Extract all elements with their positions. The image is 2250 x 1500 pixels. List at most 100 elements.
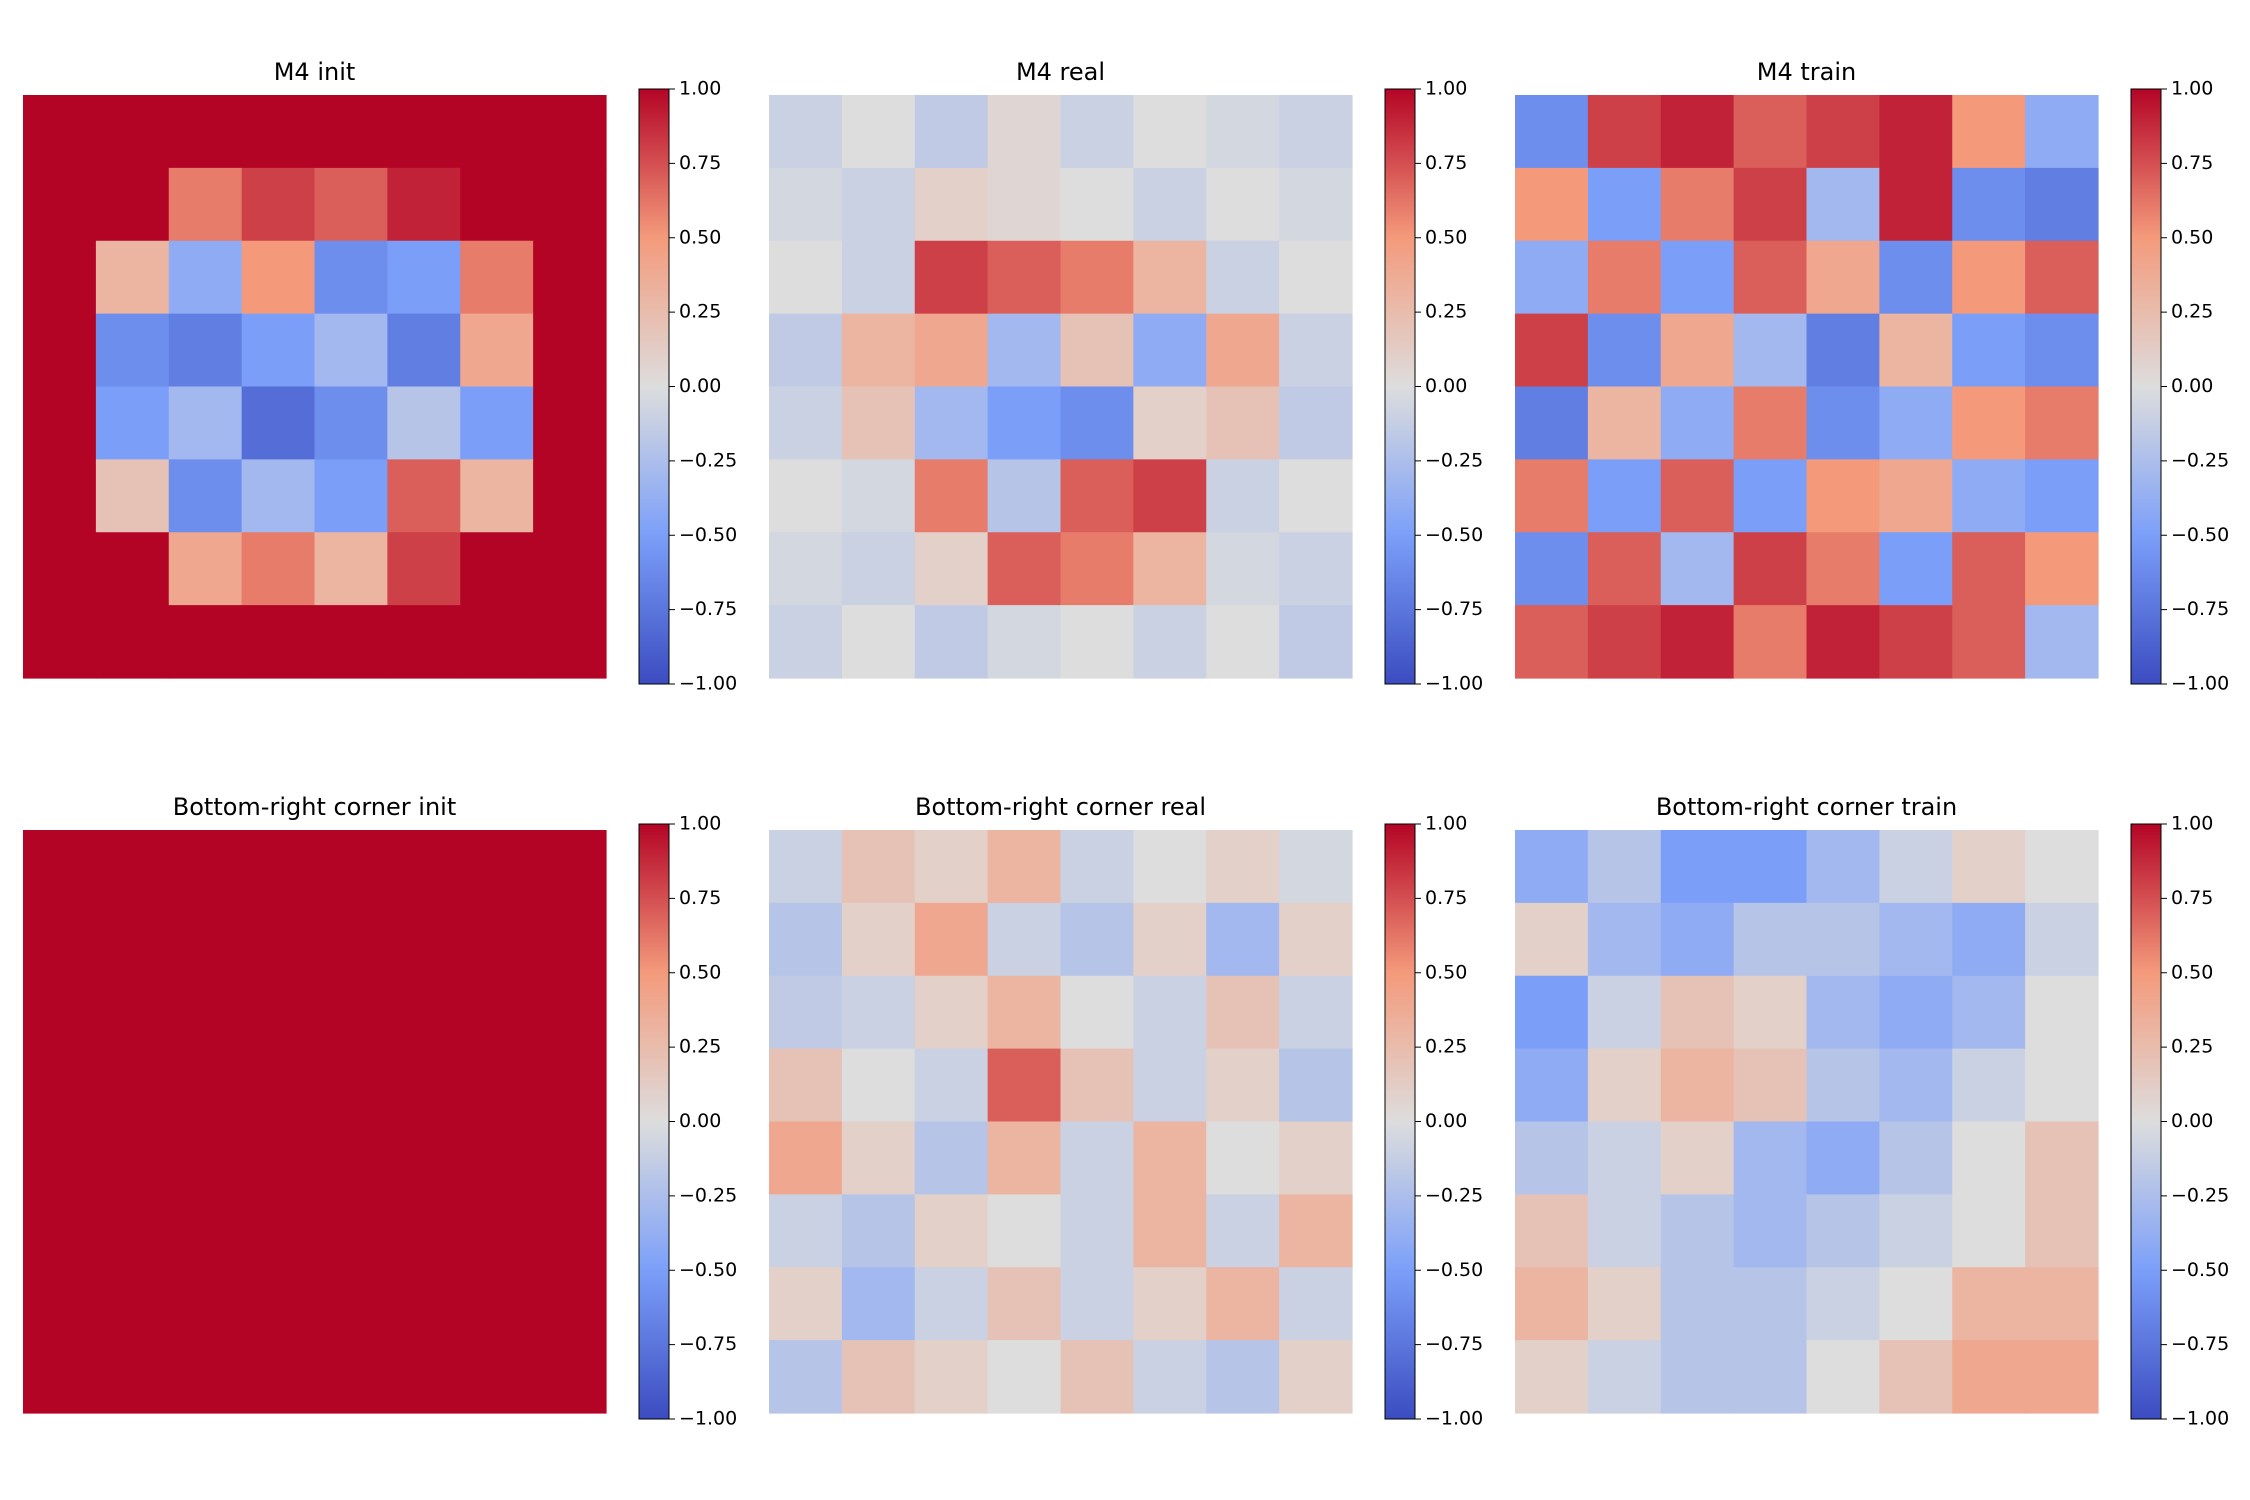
heatmap-cell bbox=[1060, 386, 1134, 460]
colorbar-tick-label: 0.50 bbox=[679, 961, 721, 983]
colorbar-tick-label: 0.00 bbox=[679, 375, 721, 397]
heatmap-cell bbox=[460, 605, 534, 679]
heatmap-cell bbox=[1660, 975, 1735, 1050]
heatmap-cell bbox=[1952, 830, 2026, 904]
colorbar-tick-label: 0.25 bbox=[2171, 1036, 2213, 1058]
heatmap-cell bbox=[241, 167, 316, 242]
heatmap-cell bbox=[914, 240, 989, 315]
colorbar-tick-label: 0.00 bbox=[2171, 375, 2213, 397]
heatmap-cell bbox=[2025, 95, 2099, 169]
heatmap-cell bbox=[987, 1121, 1062, 1195]
heatmap-cell bbox=[23, 830, 607, 1414]
colorbar-tick-label: −0.75 bbox=[2171, 1333, 2229, 1355]
heatmap-cell bbox=[314, 95, 388, 169]
heatmap-cell bbox=[1806, 1121, 1880, 1195]
heatmap-cell bbox=[1587, 830, 1662, 904]
heatmap-cell bbox=[1806, 975, 1880, 1050]
heatmap-cell bbox=[1587, 240, 1662, 315]
colorbar-tick-label: 0.00 bbox=[679, 1110, 721, 1132]
heatmap-cell bbox=[1587, 386, 1662, 460]
heatmap-cell bbox=[914, 459, 989, 533]
heatmap-cell bbox=[1060, 95, 1134, 169]
heatmap-cell bbox=[1952, 605, 2026, 679]
colorbar-tick-label: −0.25 bbox=[1425, 1184, 1483, 1206]
heatmap-cell bbox=[168, 240, 243, 315]
heatmap-cell bbox=[841, 830, 916, 904]
colorbar-tick-label: 1.00 bbox=[2171, 813, 2213, 835]
heatmap-cell bbox=[1206, 1194, 1280, 1268]
colorbar-tick-label: −0.75 bbox=[1425, 598, 1483, 620]
heatmap-cell bbox=[1660, 95, 1735, 169]
heatmap-cell bbox=[769, 1048, 843, 1123]
heatmap-cell bbox=[168, 313, 243, 388]
heatmap-cell bbox=[1206, 459, 1280, 533]
colorbar-tick-label: 0.00 bbox=[1425, 1110, 1467, 1132]
heatmap-cell bbox=[1133, 459, 1207, 533]
heatmap-cell bbox=[1733, 830, 1808, 904]
heatmap-cell bbox=[1515, 1048, 1589, 1123]
heatmap-cell bbox=[1515, 1121, 1589, 1195]
heatmap-cell bbox=[769, 1121, 843, 1195]
heatmap-cell bbox=[1279, 1121, 1353, 1195]
heatmap-cell bbox=[841, 532, 916, 606]
heatmap-cell bbox=[168, 605, 243, 679]
heatmap-cell bbox=[1206, 605, 1280, 679]
heatmap-cell bbox=[1806, 532, 1880, 606]
heatmap-cell bbox=[1587, 1121, 1662, 1195]
heatmap-cell bbox=[1060, 1048, 1134, 1123]
heatmap-cell bbox=[1133, 1121, 1207, 1195]
heatmap-cell bbox=[533, 240, 607, 315]
heatmap-cell bbox=[533, 313, 607, 388]
heatmap-cell bbox=[1587, 1048, 1662, 1123]
heatmap-cell bbox=[1952, 313, 2026, 388]
heatmap-cell bbox=[2025, 830, 2099, 904]
heatmap-cell bbox=[95, 313, 170, 388]
heatmap-cell bbox=[1879, 605, 1953, 679]
heatmap-cell bbox=[533, 459, 607, 533]
heatmap-cell bbox=[987, 1267, 1062, 1341]
heatmap-cell bbox=[1733, 1121, 1808, 1195]
heatmap-cell bbox=[1587, 902, 1662, 977]
colorbar-tick-label: 0.75 bbox=[2171, 152, 2213, 174]
heatmap-cell bbox=[1279, 830, 1353, 904]
heatmap-cell bbox=[1952, 532, 2026, 606]
heatmap-cell bbox=[314, 386, 388, 460]
heatmap-cell bbox=[1515, 1194, 1589, 1268]
heatmap-cell bbox=[2025, 1048, 2099, 1123]
heatmap-cell bbox=[1133, 1194, 1207, 1268]
heatmap-cell bbox=[1806, 605, 1880, 679]
heatmap-cell bbox=[1952, 1194, 2026, 1268]
heatmap-cell bbox=[387, 386, 461, 460]
colorbar-tick-label: −0.50 bbox=[1425, 524, 1483, 546]
heatmap-cell bbox=[168, 167, 243, 242]
heatmap-cell bbox=[1206, 1267, 1280, 1341]
heatmap-cell bbox=[914, 95, 989, 169]
heatmap-cell bbox=[914, 532, 989, 606]
heatmap-cell bbox=[841, 313, 916, 388]
heatmap-cell bbox=[1133, 830, 1207, 904]
heatmap-cell bbox=[1206, 975, 1280, 1050]
heatmap-cell bbox=[1133, 1267, 1207, 1341]
heatmap-cell bbox=[1733, 1267, 1808, 1341]
heatmap-cell bbox=[1279, 386, 1353, 460]
heatmap-cell bbox=[1060, 975, 1134, 1050]
heatmap-cell bbox=[1806, 95, 1880, 169]
heatmap-cell bbox=[1879, 1121, 1953, 1195]
heatmap-cell bbox=[1733, 95, 1808, 169]
heatmap-cell bbox=[1279, 1267, 1353, 1341]
heatmap-cell bbox=[841, 605, 916, 679]
heatmap-cell bbox=[314, 313, 388, 388]
heatmap-cell bbox=[1587, 1267, 1662, 1341]
heatmap-cell bbox=[1515, 313, 1589, 388]
heatmap-cell bbox=[769, 240, 843, 315]
heatmap-cell bbox=[460, 95, 534, 169]
heatmap-cell bbox=[387, 167, 461, 242]
heatmap-cell bbox=[769, 1267, 843, 1341]
heatmap-cell bbox=[1587, 605, 1662, 679]
heatmap-cell bbox=[2025, 975, 2099, 1050]
heatmap-cell bbox=[1279, 1194, 1353, 1268]
colorbar-tick-label: −1.00 bbox=[679, 1408, 737, 1430]
heatmap-cell bbox=[1806, 1340, 1880, 1414]
colorbar-tick-label: −1.00 bbox=[1425, 673, 1483, 695]
colorbar-tick-label: −0.75 bbox=[2171, 598, 2229, 620]
